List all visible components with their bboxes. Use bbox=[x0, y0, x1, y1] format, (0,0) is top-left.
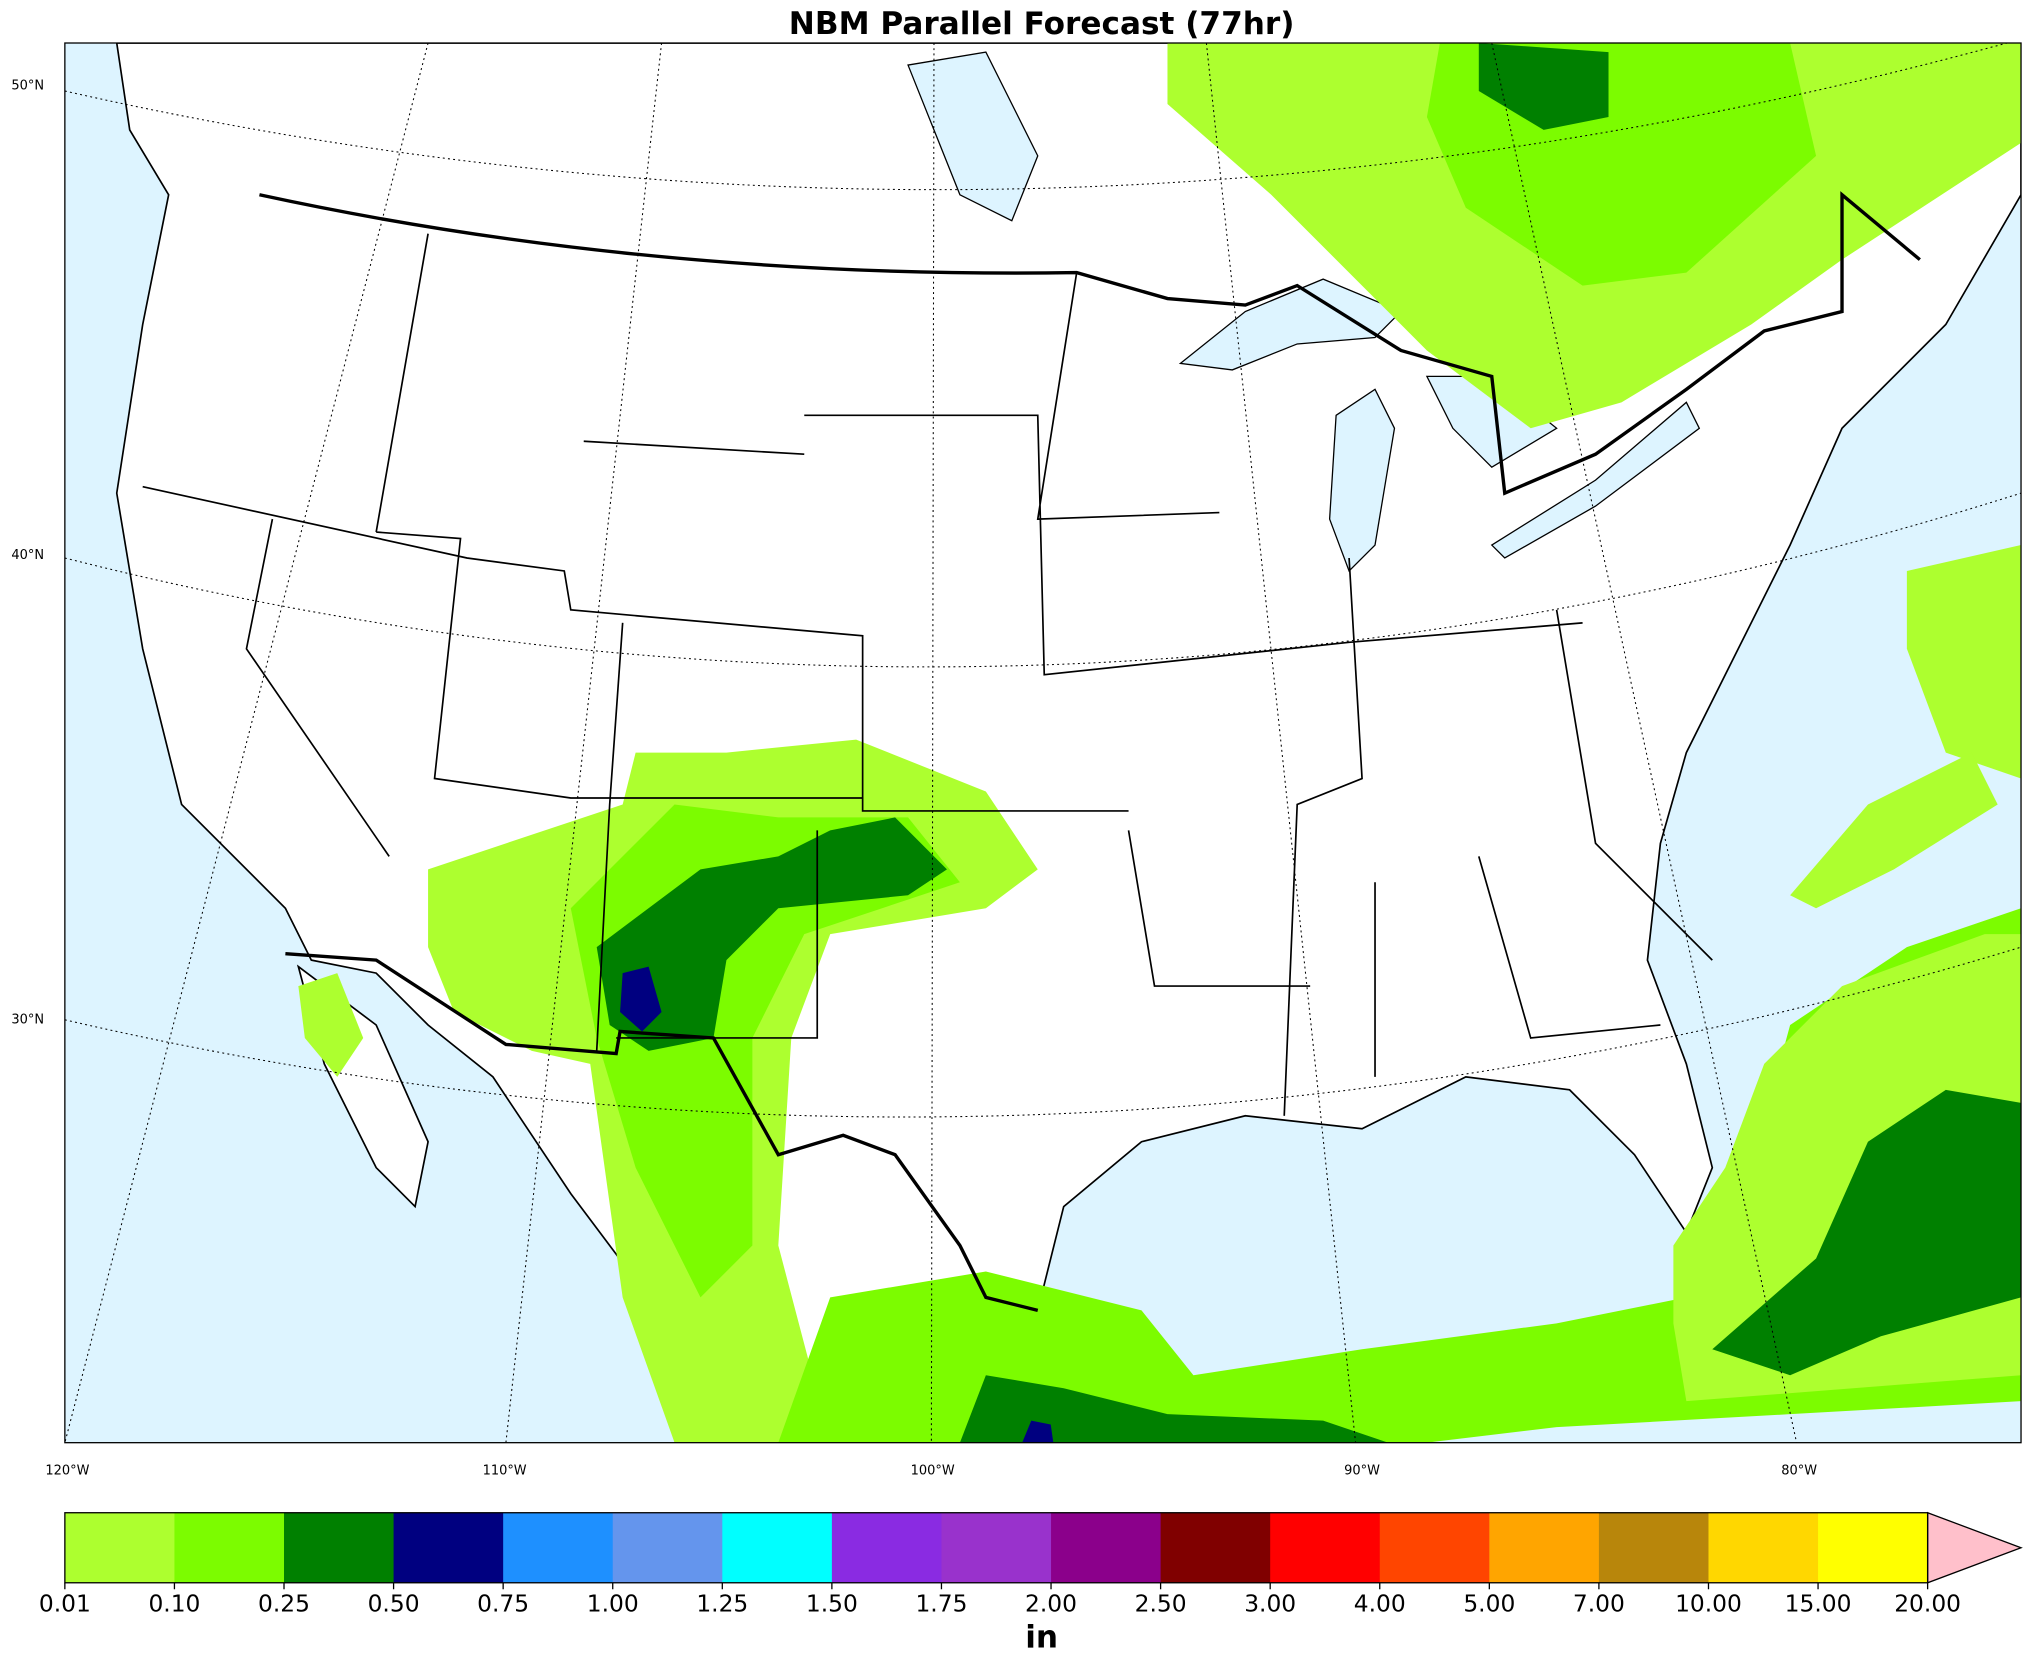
colorbar: 0.01 0.10 0.25 0.50 0.75 1.00 1.25 1.50 1.75 2.00… bbox=[39, 1511, 2023, 1656]
latitude-label: 50°N bbox=[11, 78, 44, 93]
colorbar-swatch bbox=[174, 1512, 285, 1583]
colorbar-swatch bbox=[1489, 1512, 1600, 1583]
colorbar-label: 1.25 bbox=[696, 1589, 748, 1617]
colorbar-label: 1.00 bbox=[587, 1589, 639, 1617]
colorbar-swatch bbox=[393, 1512, 504, 1583]
longitude-label: 80°W bbox=[1781, 1464, 1817, 1479]
colorbar-unit: in bbox=[1025, 1620, 1058, 1656]
colorbar-swatch bbox=[1051, 1512, 1162, 1583]
longitude-label: 90°W bbox=[1344, 1464, 1380, 1479]
longitude-label: 120°W bbox=[45, 1464, 89, 1479]
colorbar-label: 0.01 bbox=[39, 1589, 91, 1617]
colorbar-swatch bbox=[284, 1512, 395, 1583]
colorbar-label: 3.00 bbox=[1244, 1589, 1296, 1617]
precip-area bbox=[959, 1375, 1388, 1443]
hudson-bay-area bbox=[907, 51, 1039, 222]
colorbar-swatch bbox=[1818, 1512, 1929, 1583]
precip-area bbox=[1712, 1089, 2022, 1376]
longitude-label: 100°W bbox=[911, 1464, 955, 1479]
colorbar-label: 15.00 bbox=[1785, 1589, 1852, 1617]
lake-erie-ontario bbox=[1490, 401, 1701, 559]
colorbar-swatch bbox=[1270, 1512, 1381, 1583]
us-mexico-border bbox=[285, 951, 1039, 1313]
colorbar-frame bbox=[64, 1512, 1929, 1584]
map-frame bbox=[64, 42, 2022, 1444]
colorbar-swatch bbox=[64, 1512, 176, 1583]
latitude-label: 30°N bbox=[11, 1012, 44, 1027]
colorbar-label: 10.00 bbox=[1675, 1589, 1742, 1617]
precip-area bbox=[298, 973, 364, 1077]
colorbar-swatch bbox=[722, 1512, 833, 1583]
colorbar-label: 0.75 bbox=[477, 1589, 529, 1617]
coordinate-labels: 50°N 40°N 30°N 120°W 110°W 100°W 90°W 80°W bbox=[11, 78, 1817, 1478]
colorbar-label: 2.50 bbox=[1135, 1589, 1187, 1617]
colorbar-label: 0.25 bbox=[258, 1589, 310, 1617]
precip-area bbox=[1022, 1420, 1054, 1443]
colorbar-label: 1.50 bbox=[806, 1589, 858, 1617]
precip-area bbox=[596, 817, 947, 1051]
colorbar-label: 5.00 bbox=[1463, 1589, 1515, 1617]
colorbar-extension bbox=[1926, 1511, 2023, 1584]
lake-michigan bbox=[1328, 388, 1396, 573]
colorbar-swatch bbox=[1598, 1512, 1710, 1583]
colorbar-swatch bbox=[1708, 1512, 1819, 1583]
precip-area bbox=[1906, 545, 2022, 779]
map bbox=[64, 42, 2022, 1444]
lake-superior bbox=[1178, 278, 1403, 371]
colorbar-label: 1.75 bbox=[915, 1589, 967, 1617]
colorbar-swatch bbox=[941, 1512, 1052, 1583]
state-borders bbox=[142, 233, 1713, 1116]
graticule bbox=[64, 43, 2022, 1443]
precip-area bbox=[620, 966, 662, 1032]
colorbar-swatch bbox=[1379, 1512, 1490, 1583]
latitude-label: 40°N bbox=[11, 548, 44, 563]
us-canada-border bbox=[259, 191, 1921, 496]
colorbar-label: 2.00 bbox=[1025, 1589, 1077, 1617]
colorbar-label: 0.50 bbox=[368, 1589, 420, 1617]
borders bbox=[142, 191, 1921, 1313]
precipitation bbox=[298, 43, 2022, 1443]
longitude-label: 110°W bbox=[483, 1464, 527, 1479]
colorbar-swatch bbox=[1160, 1512, 1271, 1583]
colorbar-swatch bbox=[612, 1512, 723, 1583]
colorbar-swatch bbox=[831, 1512, 943, 1583]
precip-area bbox=[1790, 752, 1998, 909]
colorbar-label: 20.00 bbox=[1894, 1589, 1961, 1617]
colorbar-label: 7.00 bbox=[1573, 1589, 1625, 1617]
colorbar-label: 4.00 bbox=[1354, 1589, 1406, 1617]
colorbar-swatch bbox=[503, 1512, 614, 1583]
map-title: NBM Parallel Forecast (77hr) bbox=[789, 6, 1295, 42]
colorbar-label: 0.10 bbox=[148, 1589, 200, 1617]
precip-area bbox=[1478, 43, 1609, 130]
